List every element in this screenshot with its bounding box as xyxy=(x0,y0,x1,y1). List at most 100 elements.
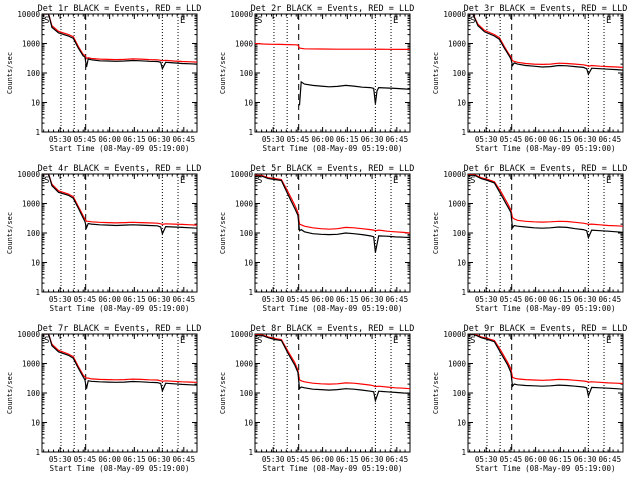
x-tick-label: 06:15 xyxy=(123,455,146,464)
x-tick-label: 05:45 xyxy=(74,455,97,464)
plot-frame xyxy=(254,13,411,133)
y-tick-label: 1 xyxy=(248,448,253,457)
start-marker-letter: S xyxy=(257,176,262,186)
series-line-events xyxy=(42,334,197,393)
x-tick-label: 05:30 xyxy=(49,135,72,144)
y-tick-label: 10000 xyxy=(17,170,40,179)
end-marker-letter: E xyxy=(606,336,611,346)
panel-title: Det 3r BLACK = Events, RED = LLD xyxy=(464,4,628,14)
y-tick-label: 1000 xyxy=(235,40,254,49)
series-line-lld xyxy=(42,14,197,63)
y-tick-label: 100 xyxy=(26,69,40,78)
y-tick-label: 10 xyxy=(31,259,41,268)
x-tick-label: 05:45 xyxy=(500,455,523,464)
series-line-events xyxy=(255,175,410,253)
y-tick-label: 1000 xyxy=(22,200,41,209)
x-tick-label: 06:00 xyxy=(311,455,334,464)
x-tick-label: 06:00 xyxy=(311,295,334,304)
y-tick-label: 10 xyxy=(31,99,41,108)
series-line-events xyxy=(468,334,623,399)
y-tick-label: 10 xyxy=(244,99,254,108)
x-tick-label: 06:45 xyxy=(173,295,196,304)
y-tick-label: 1 xyxy=(35,288,40,297)
y-tick-label: 100 xyxy=(239,229,253,238)
y-tick-label: 100 xyxy=(452,69,466,78)
x-tick-label: 05:30 xyxy=(475,455,498,464)
panel-det-2: Det 2r BLACK = Events, RED = LLD 1 10 100 10… xyxy=(219,4,414,153)
y-axis-label: Counts/sec xyxy=(6,212,14,254)
y-tick-label: 100 xyxy=(239,69,253,78)
y-axis-label: Counts/sec xyxy=(219,212,227,254)
x-tick-label: 06:15 xyxy=(549,135,572,144)
panel-title: Det 4r BLACK = Events, RED = LLD xyxy=(38,164,202,174)
start-marker-letter: S xyxy=(470,336,475,346)
series-line-events xyxy=(42,174,197,236)
plot-frame xyxy=(41,333,198,453)
x-tick-label: 06:00 xyxy=(311,135,334,144)
x-tick-label: 06:00 xyxy=(524,455,547,464)
plot-frame xyxy=(41,173,198,293)
x-tick-label: 06:15 xyxy=(123,295,146,304)
x-tick-label: 06:45 xyxy=(386,455,409,464)
x-tick-label: 06:45 xyxy=(599,135,622,144)
x-tick-label: 05:45 xyxy=(287,135,310,144)
y-tick-label: 10000 xyxy=(17,330,40,339)
y-tick-label: 10000 xyxy=(230,330,253,339)
x-tick-label: 05:45 xyxy=(500,295,523,304)
series-line-lld xyxy=(255,174,410,234)
y-tick-label: 100 xyxy=(452,229,466,238)
series-line-lld xyxy=(468,334,623,385)
start-marker-letter: S xyxy=(44,336,49,346)
y-tick-label: 100 xyxy=(452,389,466,398)
y-axis-label: Counts/sec xyxy=(6,372,14,414)
plot-frame xyxy=(467,13,624,133)
end-marker-letter: E xyxy=(180,336,185,346)
x-axis-label: Start Time (08-May-09 05:19:00) xyxy=(50,144,190,153)
plot-frame xyxy=(41,13,198,133)
y-tick-label: 1000 xyxy=(22,40,41,49)
x-tick-label: 06:45 xyxy=(386,295,409,304)
x-axis-label: Start Time (08-May-09 05:19:00) xyxy=(263,464,403,473)
panel-det-1: Det 1r BLACK = Events, RED = LLD 1 10 100 10… xyxy=(6,4,201,153)
start-marker-letter: S xyxy=(44,16,49,26)
y-tick-label: 10000 xyxy=(443,10,466,19)
x-tick-label: 06:30 xyxy=(574,135,597,144)
x-tick-label: 06:15 xyxy=(336,295,359,304)
x-tick-label: 05:45 xyxy=(74,135,97,144)
x-tick-label: 05:30 xyxy=(262,135,285,144)
x-tick-label: 06:30 xyxy=(148,135,171,144)
series-line-lld xyxy=(42,334,197,383)
y-axis-label: Counts/sec xyxy=(432,52,440,94)
x-tick-label: 05:45 xyxy=(500,135,523,144)
x-axis-label: Start Time (08-May-09 05:19:00) xyxy=(476,304,616,313)
x-tick-label: 06:45 xyxy=(386,135,409,144)
y-tick-label: 10 xyxy=(457,99,467,108)
x-tick-label: 06:30 xyxy=(361,295,384,304)
x-axis-label: Start Time (08-May-09 05:19:00) xyxy=(476,464,616,473)
x-tick-label: 05:45 xyxy=(287,455,310,464)
series-line-lld xyxy=(255,334,410,390)
start-marker-letter: S xyxy=(470,176,475,186)
y-axis-label: Counts/sec xyxy=(432,212,440,254)
y-tick-label: 1 xyxy=(248,128,253,137)
series-line-events xyxy=(468,14,623,76)
y-tick-label: 1 xyxy=(461,288,466,297)
x-tick-label: 06:45 xyxy=(173,455,196,464)
series-line-events xyxy=(468,174,623,240)
y-tick-label: 100 xyxy=(239,389,253,398)
x-tick-label: 05:30 xyxy=(475,135,498,144)
y-tick-label: 10000 xyxy=(230,10,253,19)
panel-det-5: Det 5r BLACK = Events, RED = LLD 1 10 100 10… xyxy=(219,164,414,313)
x-tick-label: 06:45 xyxy=(173,135,196,144)
x-tick-label: 06:00 xyxy=(98,455,121,464)
x-axis-label: Start Time (08-May-09 05:19:00) xyxy=(263,304,403,313)
panel-det-9: Det 9r BLACK = Events, RED = LLD 1 10 100 10… xyxy=(432,324,627,473)
start-marker-letter: S xyxy=(470,16,475,26)
series-line-lld xyxy=(42,174,197,226)
x-axis-label: Start Time (08-May-09 05:19:00) xyxy=(50,304,190,313)
x-tick-label: 06:00 xyxy=(524,295,547,304)
plot-frame xyxy=(254,173,411,293)
x-tick-label: 06:15 xyxy=(549,295,572,304)
panel-det-8: Det 8r BLACK = Events, RED = LLD 1 10 100 10… xyxy=(219,324,414,473)
